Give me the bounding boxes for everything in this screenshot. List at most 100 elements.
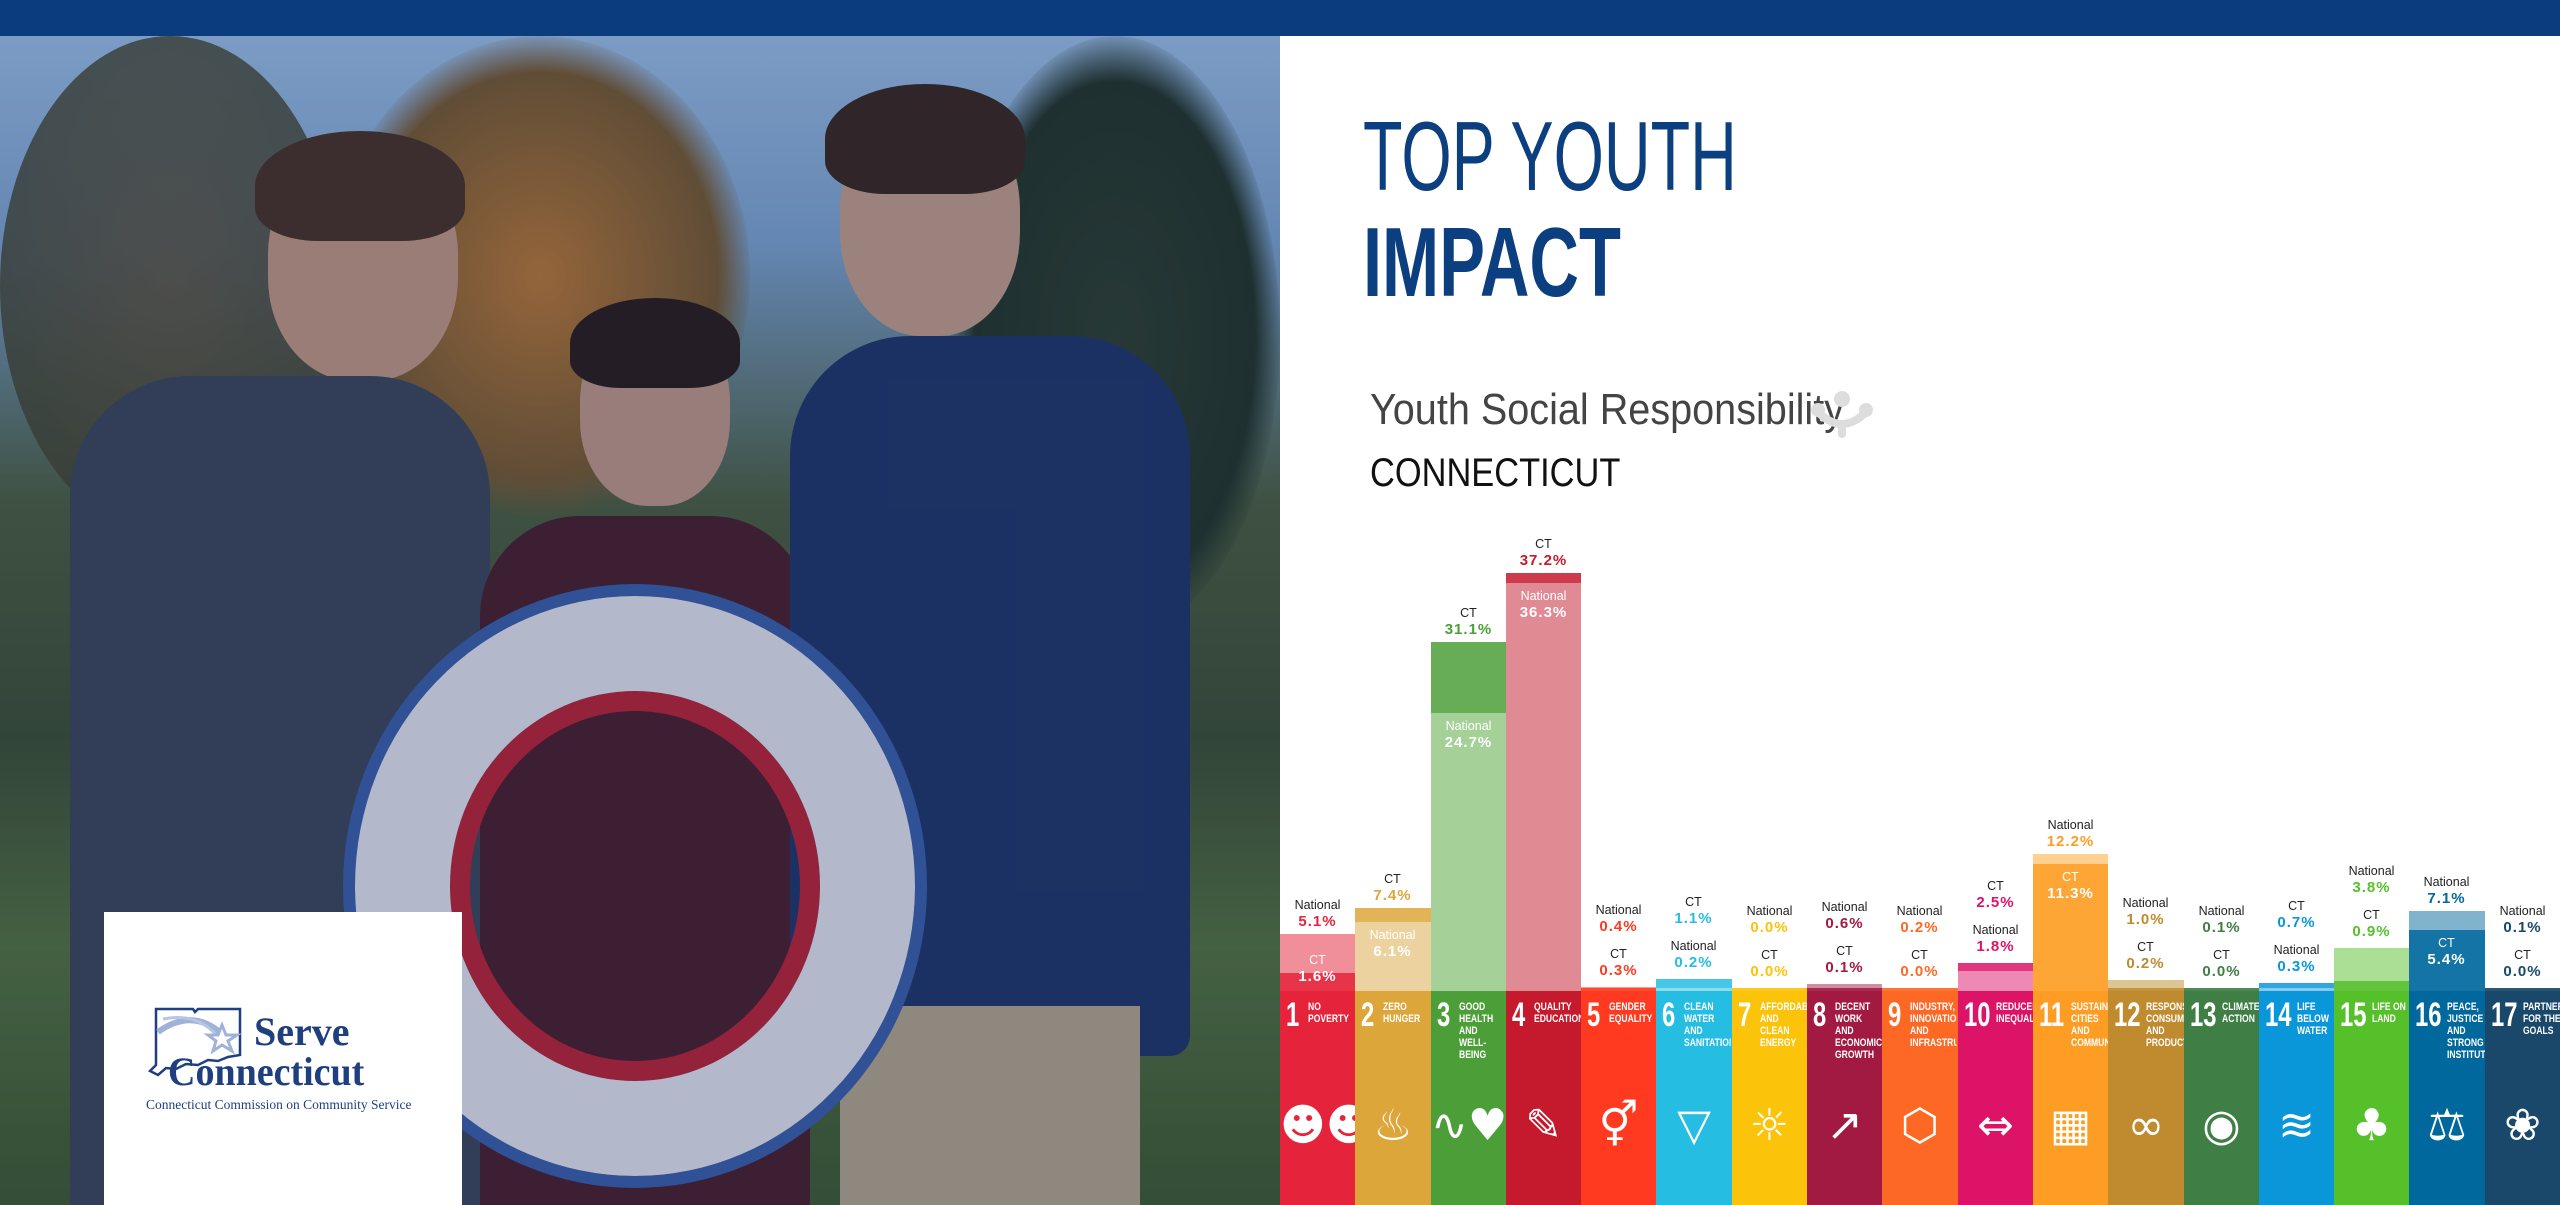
sdg-tile-2: 2 ZERO HUNGER ♨ [1355, 991, 1431, 1205]
page-title-line1: TOP YOUTH [1363, 101, 1737, 211]
series-label: National [2423, 875, 2470, 890]
sdg-number: 7 [1738, 996, 1752, 1034]
series-label: CT [1911, 948, 1928, 962]
sdg-title: ZERO HUNGER [1383, 1001, 1421, 1025]
hero-photo-youth-with-wreath [0, 36, 1280, 1205]
bar-national [2485, 988, 2560, 991]
data-label-inner: CT 1.6% [1280, 953, 1355, 986]
value-label: 0.0% [1750, 919, 1789, 936]
subtitle: Youth Social Responsibility [1370, 385, 1845, 434]
data-label-top: National 7.1% [2409, 875, 2484, 908]
data-label-top: CT 31.1% [1431, 606, 1506, 639]
data-label-lower: CT 0.0% [2184, 948, 2259, 981]
value-label: 12.2% [2046, 832, 2095, 850]
data-label-upper: National 3.8% [2334, 864, 2409, 897]
sdg-number: 1 [1286, 996, 1300, 1034]
eye-globe-icon: ◉ [2202, 1100, 2241, 1151]
bar-national [2409, 911, 2485, 991]
sdg-title: AFFORDABLE AND CLEAN ENERGY [1760, 1001, 1807, 1049]
equality-arrows-icon: ⇔ [1977, 1100, 2014, 1151]
serve-connecticut-logo: Serve Connecticut Connecticut Commission… [104, 912, 462, 1205]
sdg-number: 5 [1587, 996, 1601, 1034]
series-label: National [2348, 864, 2395, 879]
sdg-title: QUALITY EDUCATION [1534, 1001, 1581, 1025]
series-label: National [1821, 900, 1868, 915]
city-buildings-icon: ▦ [2049, 1100, 2092, 1151]
series-label: CT [1384, 871, 1401, 886]
value-label: 0.0% [2202, 963, 2241, 980]
value-label: 0.4% [1599, 917, 1638, 935]
value-label: 1.0% [2126, 910, 2165, 928]
value-label: 0.9% [2352, 923, 2391, 941]
infinity-icon: ∞ [2127, 1100, 2165, 1151]
photo-person-middle-hair [570, 298, 740, 388]
sdg-tile-17: 17PARTNERSHIPS FOR THE GOALS ❀ [2485, 991, 2560, 1205]
data-label-lower: CT 0.2% [2108, 940, 2183, 973]
water-glass-icon: ▽ [1677, 1100, 1711, 1151]
value-label: 0.6% [1825, 915, 1864, 933]
data-label-inner: National 24.7% [1431, 719, 1506, 752]
series-label: National [2122, 895, 2169, 910]
book-icon: ✎ [1525, 1100, 1562, 1151]
ysr-people-icon [1811, 391, 1873, 438]
series-label: CT [1761, 948, 1778, 962]
bar-national [1807, 984, 1882, 991]
value-label: 0.0% [1900, 963, 1939, 980]
sdg-number: 11 [2039, 996, 2065, 1034]
bar-ct [1882, 988, 1958, 991]
bar-national [1581, 986, 1656, 991]
data-label-inner: National 6.1% [1355, 928, 1430, 961]
value-label: 0.2% [2126, 954, 2165, 972]
data-label-lower: CT 0.0% [2485, 948, 2560, 981]
value-label: 31.1% [1444, 620, 1493, 638]
series-label: CT [1987, 878, 2004, 893]
sun-power-icon: ☼ [1749, 1100, 1790, 1151]
sdg-title: LIFE ON LAND [2372, 1001, 2406, 1025]
data-label-lower: CT 0.3% [1581, 947, 1656, 980]
sdg-title: LIFE BELOW WATER [2297, 1001, 2329, 1037]
sdg-tile-1: 1 NO POVERTY ☻☻☻ [1280, 991, 1355, 1205]
data-label-lower: CT 0.9% [2334, 908, 2409, 941]
series-label: National [2047, 817, 2094, 832]
data-label-upper: CT 2.5% [1958, 879, 2033, 912]
data-label-lower: CT 0.1% [1807, 944, 1882, 977]
sdg-title: INDUSTRY, INNOVATION AND INFRASTRUCTURE [1910, 1001, 1957, 1049]
value-label: 6.1% [1373, 943, 1412, 961]
top-banner-bar [0, 0, 2560, 36]
value-label: 0.2% [1900, 919, 1939, 936]
series-label: CT [2137, 939, 2154, 954]
series-label: CT [1685, 894, 1702, 909]
bar-ct [1506, 573, 1581, 991]
bar-ct [1958, 962, 2033, 991]
data-label-upper: National 0.1% [2485, 904, 2560, 937]
bar-ct [2259, 983, 2334, 991]
data-label-upper: National 0.2% [1882, 904, 1957, 937]
bar-national [1882, 988, 1958, 991]
series-label: CT [1610, 946, 1627, 961]
photo-person-left-hair [255, 131, 465, 241]
data-label-upper: National 1.0% [2108, 896, 2183, 929]
photo-person-right-pants [840, 1006, 1140, 1205]
family-icon: ☻☻☻ [1280, 1100, 1355, 1151]
data-label-upper: National 0.4% [1581, 903, 1656, 936]
series-label: National [1595, 902, 1642, 917]
data-label-lower: National 1.8% [1958, 923, 2033, 956]
sdg-title: REDUCED INEQUALITIES [1996, 1001, 2033, 1025]
logo-text-serve: Serve [254, 1009, 350, 1054]
sdg-title: PARTNERSHIPS FOR THE GOALS [2523, 1001, 2560, 1037]
series-label: National [1896, 904, 1943, 918]
logo-text-connecticut: Connecticut [168, 1049, 365, 1094]
sdg-title: NO POVERTY [1308, 1001, 1350, 1025]
bar-ct [2108, 988, 2184, 991]
sdg-number: 6 [1662, 996, 1676, 1034]
heartbeat-icon: ∿♥ [1431, 1100, 1506, 1151]
series-label: National [1746, 904, 1793, 918]
sdg-title: GENDER EQUALITY [1609, 1001, 1653, 1025]
dove-gavel-icon: ⚖ [2427, 1100, 2467, 1151]
sdg-tile-12: 12RESPONSIBLE CONSUMPTION AND PRODUCTION… [2108, 991, 2184, 1205]
series-label: National [1369, 928, 1416, 943]
series-label: National [1670, 938, 1717, 953]
sdg-title: DECENT WORK AND ECONOMIC GROWTH [1835, 1001, 1882, 1061]
page-title-line2: IMPACT [1363, 207, 1621, 317]
